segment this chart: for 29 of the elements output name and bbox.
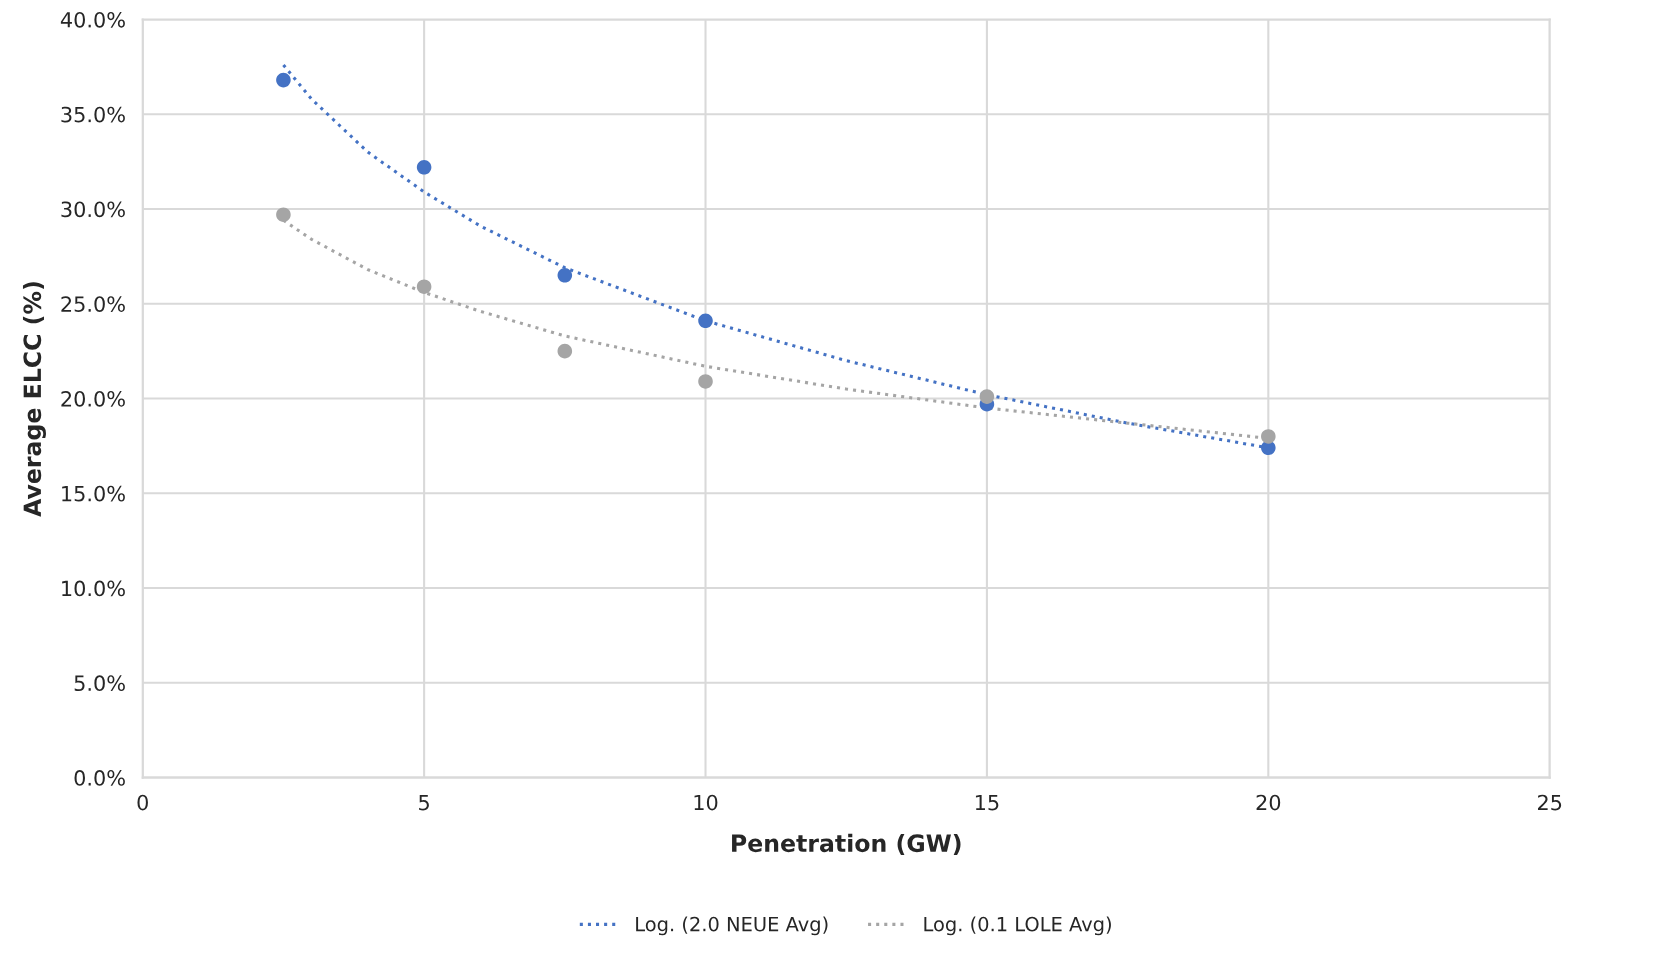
y-tick-label: 40.0% [60,11,125,28]
point [979,389,995,404]
point [698,313,713,329]
y-tick-label: 10.0% [62,580,125,597]
y-axis-title: Average ELCC (%) [22,282,46,517]
x-tick-label: 20 [1256,794,1281,811]
legend-label: Log. (0.1 LOLE Avg) [924,916,1111,936]
x-tick-label: 25 [1537,794,1562,811]
y-tick-label: 30.0% [61,201,125,218]
y-tick-label: 15.0% [62,485,125,502]
x-tick-label: 10 [694,794,718,811]
y-tick-label: 0.0% [74,770,125,786]
point [698,374,713,389]
point [276,72,291,88]
y-tick-label: 35.0% [61,106,125,123]
y-tick-label: 20.0% [61,390,125,407]
point [557,343,573,359]
legend-label: Log. (2.0 NEUE Avg) [636,916,828,936]
x-axis-title: Penetration (GW) [732,833,961,855]
x-tick-label: 0 [137,794,148,811]
y-tick-label: 25.0% [61,296,125,312]
point [416,279,432,294]
point [1261,429,1276,444]
x-tick-label: 15 [975,794,999,811]
point [276,207,291,222]
y-tick-label: 5.0% [74,675,125,692]
point [557,268,573,283]
point [416,160,432,175]
x-tick-label: 5 [419,794,429,811]
